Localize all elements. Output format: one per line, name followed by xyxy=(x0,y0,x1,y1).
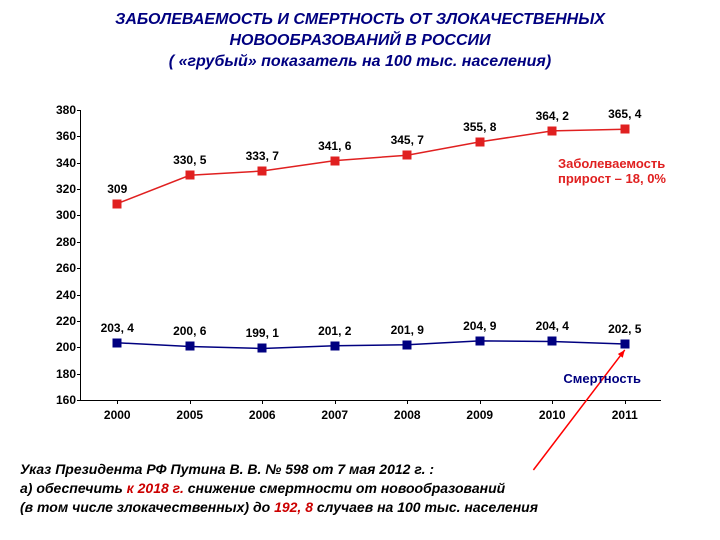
y-tick-label: 280 xyxy=(41,235,76,249)
mortality-value-label: 204, 4 xyxy=(536,319,569,333)
x-tick-mark xyxy=(262,400,263,404)
y-tick-label: 320 xyxy=(41,182,76,196)
incidence-marker xyxy=(258,167,267,176)
y-tick-mark xyxy=(77,136,81,137)
y-tick-label: 200 xyxy=(41,340,76,354)
x-tick-mark xyxy=(117,400,118,404)
x-tick-label: 2011 xyxy=(612,408,638,422)
x-tick-label: 2006 xyxy=(249,408,276,422)
x-tick-mark xyxy=(407,400,408,404)
incidence-value-label: 365, 4 xyxy=(608,107,641,121)
footer-l2b: к 2018 г. xyxy=(127,480,184,496)
mortality-value-label: 201, 9 xyxy=(391,323,424,337)
mortality-value-label: 204, 9 xyxy=(463,319,496,333)
title-line-1: ЗАБОЛЕВАЕМОСТЬ И СМЕРТНОСТЬ ОТ ЗЛОКАЧЕСТ… xyxy=(115,11,605,28)
x-tick-mark xyxy=(552,400,553,404)
y-tick-mark xyxy=(77,189,81,190)
incidence-marker xyxy=(185,171,194,180)
chart-title: ЗАБОЛЕВАЕМОСТЬ И СМЕРТНОСТЬ ОТ ЗЛОКАЧЕСТ… xyxy=(0,0,720,72)
y-tick-mark xyxy=(77,400,81,401)
footer-l1: Указ Президента РФ Путина В. В. № 598 от… xyxy=(20,461,434,477)
incidence-marker xyxy=(330,156,339,165)
incidence-value-label: 333, 7 xyxy=(246,149,279,163)
incidence-value-label: 330, 5 xyxy=(173,153,206,167)
mortality-value-label: 200, 6 xyxy=(173,324,206,338)
incidence-legend: Заболеваемостьприрост – 18, 0% xyxy=(558,156,666,186)
y-tick-label: 360 xyxy=(41,129,76,143)
y-tick-label: 340 xyxy=(41,156,76,170)
y-tick-mark xyxy=(77,347,81,348)
mortality-marker xyxy=(185,342,194,351)
incidence-value-label: 345, 7 xyxy=(391,133,424,147)
mortality-marker xyxy=(548,337,557,346)
title-line-2: НОВООБРАЗОВАНИЙ В РОССИИ xyxy=(229,32,490,49)
y-tick-label: 180 xyxy=(41,367,76,381)
chart-area: 1601802002202402602803003203403603802000… xyxy=(80,110,660,420)
chart-lines xyxy=(81,110,661,400)
y-tick-mark xyxy=(77,321,81,322)
x-tick-mark xyxy=(190,400,191,404)
incidence-legend-l1: Заболеваемость xyxy=(558,156,665,171)
y-tick-label: 380 xyxy=(41,103,76,117)
incidence-value-label: 364, 2 xyxy=(536,109,569,123)
x-tick-mark xyxy=(480,400,481,404)
mortality-value-label: 203, 4 xyxy=(101,321,134,335)
y-tick-mark xyxy=(77,242,81,243)
mortality-value-label: 202, 5 xyxy=(608,322,641,336)
incidence-value-label: 355, 8 xyxy=(463,120,496,134)
y-tick-mark xyxy=(77,163,81,164)
incidence-marker xyxy=(620,125,629,134)
footer-l2a: а) обеспечить xyxy=(20,480,127,496)
mortality-value-label: 199, 1 xyxy=(246,326,279,340)
mortality-value-label: 201, 2 xyxy=(318,324,351,338)
mortality-marker xyxy=(258,344,267,353)
y-tick-mark xyxy=(77,110,81,111)
x-tick-mark xyxy=(625,400,626,404)
incidence-value-label: 309 xyxy=(107,182,127,196)
mortality-marker xyxy=(620,339,629,348)
y-tick-label: 260 xyxy=(41,261,76,275)
incidence-marker xyxy=(475,137,484,146)
incidence-marker xyxy=(113,199,122,208)
mortality-marker xyxy=(475,336,484,345)
y-tick-label: 220 xyxy=(41,314,76,328)
y-tick-label: 300 xyxy=(41,208,76,222)
y-tick-label: 240 xyxy=(41,288,76,302)
x-tick-label: 2010 xyxy=(539,408,566,422)
mortality-marker xyxy=(403,340,412,349)
incidence-legend-l2: прирост – 18, 0% xyxy=(558,171,666,186)
footer-l3b: 192, 8 xyxy=(274,499,313,515)
mortality-marker xyxy=(330,341,339,350)
plot-region: 1601802002202402602803003203403603802000… xyxy=(80,110,661,401)
footer-l3a: (в том числе злокачественных) до xyxy=(20,499,274,515)
mortality-legend: Смертность xyxy=(563,371,641,386)
footer-text: Указ Президента РФ Путина В. В. № 598 от… xyxy=(20,460,700,517)
title-line-3: ( «грубый» показатель на 100 тыс. населе… xyxy=(169,53,551,70)
incidence-marker xyxy=(403,151,412,160)
x-tick-mark xyxy=(335,400,336,404)
y-tick-label: 160 xyxy=(41,393,76,407)
footer-l2c: снижение смертности от новообразований xyxy=(184,480,505,496)
y-tick-mark xyxy=(77,268,81,269)
y-tick-mark xyxy=(77,374,81,375)
y-tick-mark xyxy=(77,215,81,216)
x-tick-label: 2009 xyxy=(466,408,493,422)
incidence-marker xyxy=(548,126,557,135)
x-tick-label: 2008 xyxy=(394,408,421,422)
mortality-marker xyxy=(113,338,122,347)
footer-l3c: случаев на 100 тыс. населения xyxy=(313,499,538,515)
x-tick-label: 2007 xyxy=(321,408,348,422)
y-tick-mark xyxy=(77,295,81,296)
x-tick-label: 2000 xyxy=(104,408,131,422)
x-tick-label: 2005 xyxy=(176,408,203,422)
incidence-value-label: 341, 6 xyxy=(318,139,351,153)
